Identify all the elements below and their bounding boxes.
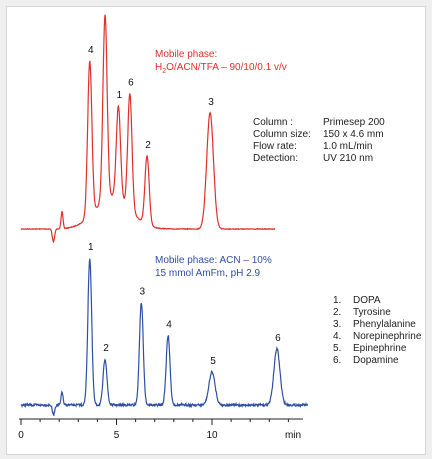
peak-label-top-6: 6 [128, 77, 134, 88]
condition-value: UV 210 nm [323, 153, 373, 164]
x-axis: 0 5 10 min [18, 418, 303, 441]
trace-layer [20, 14, 309, 417]
x-tick-label: 5 [114, 430, 120, 441]
legend-compound: Norepinephrine [353, 331, 422, 342]
peak-label-bottom-6: 6 [275, 333, 281, 344]
legend-number: 2. [333, 307, 341, 318]
peak-label-bottom-4: 4 [166, 320, 172, 331]
peak-label-top-5: 5 [103, 7, 109, 10]
condition-value: Primesep 200 [323, 117, 385, 128]
legend-compound: Epinephrine [353, 343, 407, 354]
x-tick-label: 0 [18, 430, 24, 441]
peak-label-top-1: 1 [117, 90, 123, 101]
bottom-mobile-phase-label: Mobile phase: ACN – 10% [155, 255, 272, 266]
legend-compound: Tyrosine [353, 307, 391, 318]
x-axis-unit: min [285, 430, 301, 441]
legend-compound: Dopamine [353, 355, 399, 366]
legend-number: 3. [333, 319, 341, 330]
legend-number: 6. [333, 355, 341, 366]
peak-label-top-2: 2 [145, 140, 151, 151]
peak-label-bottom-5: 5 [210, 356, 216, 367]
condition-value: 150 x 4.6 mm [323, 129, 384, 140]
peak-label-top-3: 3 [208, 97, 214, 108]
peak-label-top-4: 4 [88, 45, 94, 56]
condition-label: Detection: [253, 153, 298, 164]
top-mobile-phase-composition: H2O/ACN/TFA – 90/10/0.1 v/v [155, 62, 287, 75]
peak-label-bottom-3: 3 [140, 287, 146, 298]
column-conditions: Column : Primesep 200 Column size: 150 x 4.… [253, 117, 385, 164]
chromatogram-figure: 451623123456 Mobile phase: H2O/ACN/TFA –… [6, 6, 426, 455]
peak-label-bottom-2: 2 [103, 343, 109, 354]
top-mobile-phase-label: Mobile phase: [155, 49, 217, 60]
condition-value: 1.0 mL/min [323, 141, 372, 152]
top-phase-h: H [155, 62, 162, 73]
condition-label: Column : [253, 117, 293, 128]
legend-number: 4. [333, 331, 341, 342]
x-tick-label: 10 [206, 430, 218, 441]
condition-label: Flow rate: [253, 141, 297, 152]
series-bottom-trace [20, 258, 309, 417]
top-phase-subscript: 2 [162, 68, 166, 75]
bottom-mobile-phase-buffer: 15 mmol AmFm, pH 2.9 [155, 268, 260, 279]
legend-compound: Phenylalanine [353, 319, 416, 330]
condition-label: Column size: [253, 129, 311, 140]
top-phase-rest: O/ACN/TFA – 90/10/0.1 v/v [166, 62, 287, 73]
series-top-trace [20, 14, 276, 244]
legend-number: 1. [333, 295, 341, 306]
chromatogram-plot: 451623123456 Mobile phase: H2O/ACN/TFA –… [18, 7, 422, 441]
legend-compound: DOPA [353, 295, 381, 306]
legend-number: 5. [333, 343, 341, 354]
peak-label-bottom-1: 1 [88, 242, 94, 253]
peak-label-layer: 451623123456 [88, 7, 281, 367]
compound-legend: 1. DOPA 2. Tyrosine 3. Phenylalanine 4. Norepin… [333, 295, 422, 366]
